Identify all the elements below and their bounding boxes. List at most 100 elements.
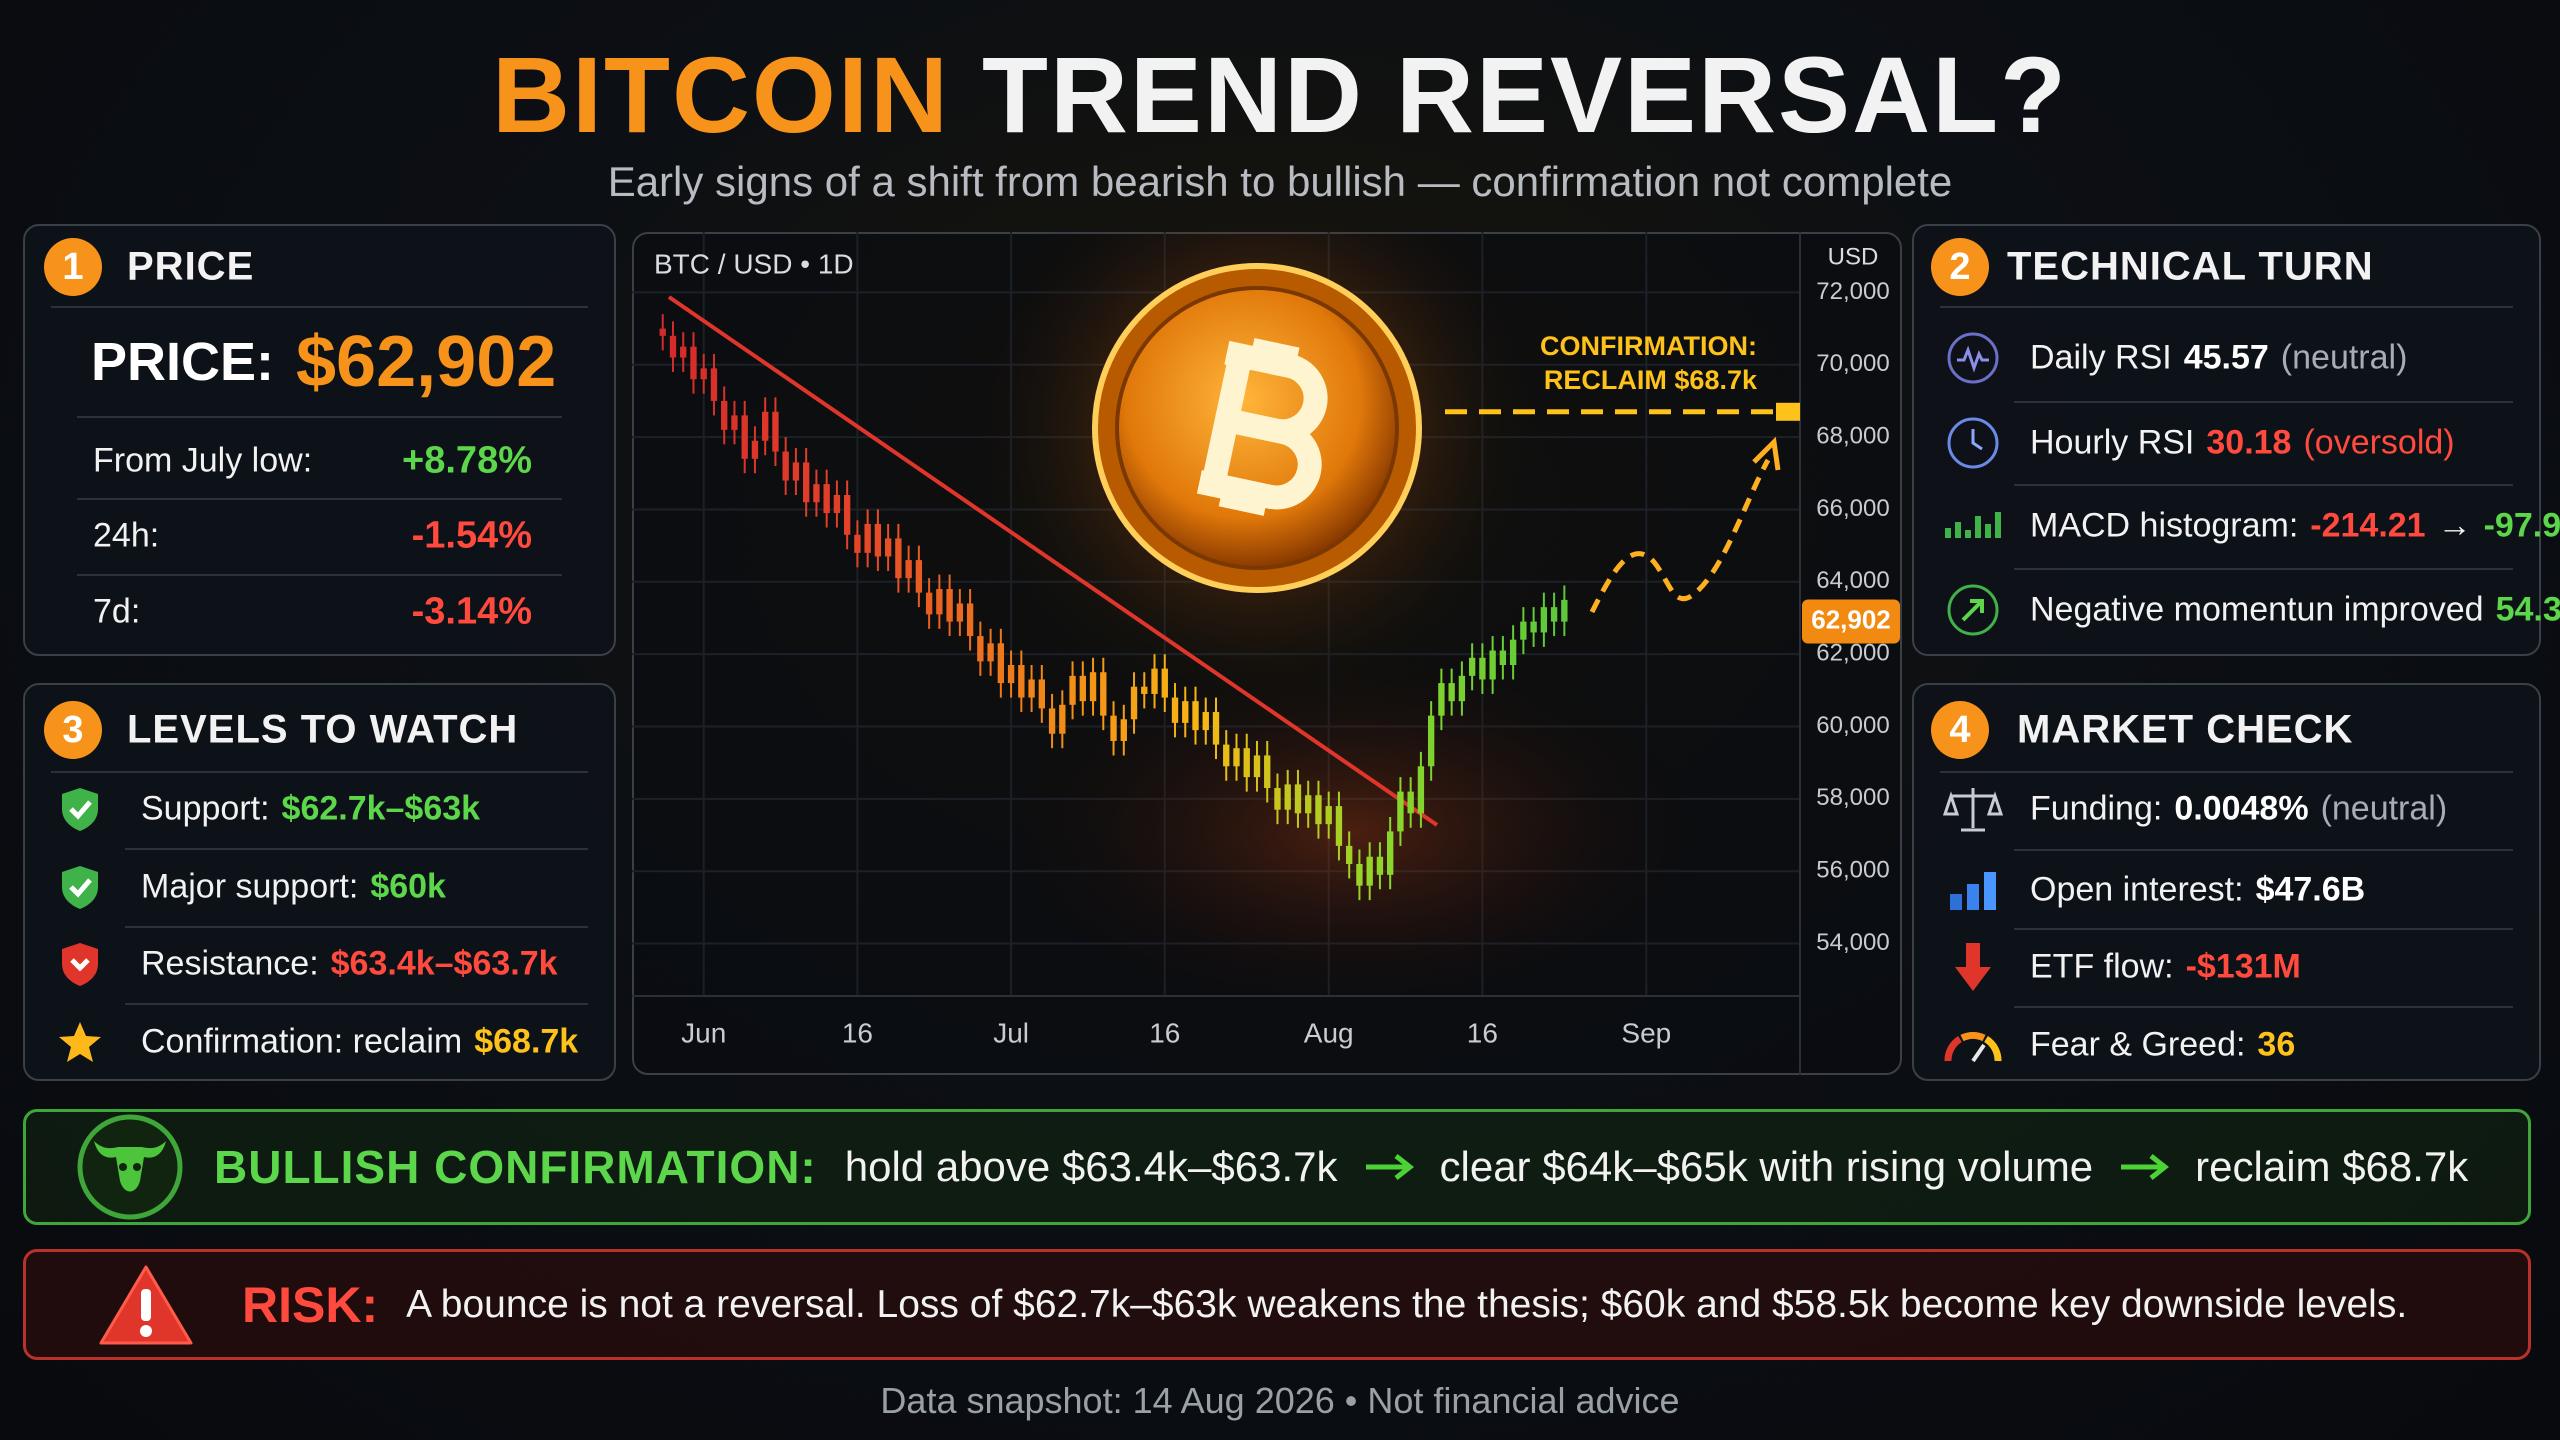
x-tick-label: Aug [1304,1017,1354,1048]
market-note: (neutral) [2320,789,2448,828]
candle-body [1520,621,1527,640]
market-label: Fear & Greed: [2030,1025,2246,1064]
level-label: Confirmation: reclaim [141,1022,463,1061]
risk-title: RISK: [242,1276,379,1333]
candle-body [700,368,707,380]
candle-body [1509,639,1517,666]
badge: 2 [1931,238,1989,296]
shield-icon [62,866,98,909]
candle-body [1325,806,1332,825]
market-value: 0.0048% [2174,789,2309,828]
level-value: $63.4k–$63.7k [330,944,558,983]
market-label: Funding: [2030,789,2163,828]
candle-body [813,484,820,503]
candle-body [1048,708,1056,734]
separator [51,771,588,773]
separator [2014,928,2513,930]
candle-body [721,400,728,430]
level-row: Major support: $60k [141,868,446,907]
candle-body [1028,679,1035,698]
indicator-value: 54.3% [2495,590,2560,629]
candle-body [823,484,830,514]
price-row: PRICE: $62,902 [91,321,556,403]
candle-body [1110,715,1117,741]
separator [51,306,588,308]
candle-body [710,368,718,401]
market-panel: 4 MARKET CHECK Funding: 0.0048% (neutral) … [1912,683,2541,1081]
separator [77,416,562,418]
y-tick-label: 66,000 [1816,495,1889,522]
badge: 3 [44,701,102,759]
candle-body [987,643,994,662]
stat-label: 24h: [93,516,160,555]
indicator-label: Hourly RSI [2030,423,2195,462]
market-value: 36 [2257,1025,2296,1064]
candle-body [884,538,892,557]
x-tick-label: 16 [1467,1017,1498,1048]
y-tick-label: 68,000 [1816,422,1889,449]
x-tick-label: Jun [681,1017,726,1048]
y-tick-label: 70,000 [1816,350,1889,377]
candle-body [792,462,800,481]
level-row: Support: $62.7k–$63k [141,790,480,829]
candle-body [1089,672,1097,702]
shield-icon [62,788,98,831]
candle-body [956,603,964,622]
levels-panel: 3 LEVELS TO WATCH Support: $62.7k–$63k Ma… [23,683,616,1081]
level-row: Confirmation: reclaim $68.7k [141,1023,578,1062]
bull-icon [77,1114,183,1220]
candle-body [1530,621,1537,633]
panel-title: TECHNICAL TURN [2007,244,2374,289]
x-tick-label: Jul [993,1017,1029,1048]
shield-icon [62,943,98,986]
market-row: Funding: 0.0048% (neutral) [2030,790,2447,829]
indicator-note: (oversold) [2303,423,2455,462]
candle-body [1120,719,1127,741]
risk-bar: RISK: A bounce is not a reversal. Loss o… [23,1249,2531,1360]
candle-body [1007,665,1015,684]
candle-body [1386,831,1394,875]
market-row: Open interest: $47.6B [2030,871,2365,910]
separator [2014,849,2513,851]
separator [1940,306,2513,308]
candle-body [782,451,789,481]
candle-body [1335,806,1343,846]
candle-body [1468,657,1476,676]
bitcoin-symbol [1196,338,1328,516]
candle-body [1284,784,1291,810]
indicator-row: Daily RSI 45.57 (neutral) [2030,339,2407,378]
warning-icon [99,1265,193,1344]
indicator-row: Negative momentun improved 54.3% [2030,591,2560,630]
candle-body [1376,856,1384,875]
price-tag-label: 62,902 [1811,604,1891,634]
candle-body [833,494,841,514]
market-row: Fear & Greed: 36 [2030,1026,2295,1065]
candle-body [1499,650,1507,666]
separator [77,498,562,500]
separator [1940,771,2513,773]
candle-body [1069,675,1076,705]
separator [125,926,588,928]
footer: Data snapshot: 14 Aug 2026 • Not financi… [880,1380,1680,1421]
stat-value: +8.78% [402,439,532,482]
separator [125,1003,588,1005]
candle-body [843,494,851,535]
level-value: $60k [370,867,446,906]
step-arrow [2121,1154,2170,1180]
gauge-icon [1944,1031,2002,1063]
badge: 4 [1931,701,1989,759]
panel-title: LEVELS TO WATCH [127,707,519,752]
candle-body [1059,704,1066,734]
candle-body [1315,795,1322,825]
confirmation-label: CONFIRMATION: [1540,331,1757,361]
candle-body [659,328,666,336]
candle-body [1540,607,1548,633]
candle-body [1079,675,1086,702]
candle-body [1212,712,1220,745]
candle-body [1182,701,1189,723]
candle-body [772,411,779,452]
y-tick-label: 58,000 [1816,784,1889,811]
separator [125,848,588,850]
indicator-value: 30.18 [2206,423,2292,462]
x-tick-label: Sep [1621,1017,1671,1048]
